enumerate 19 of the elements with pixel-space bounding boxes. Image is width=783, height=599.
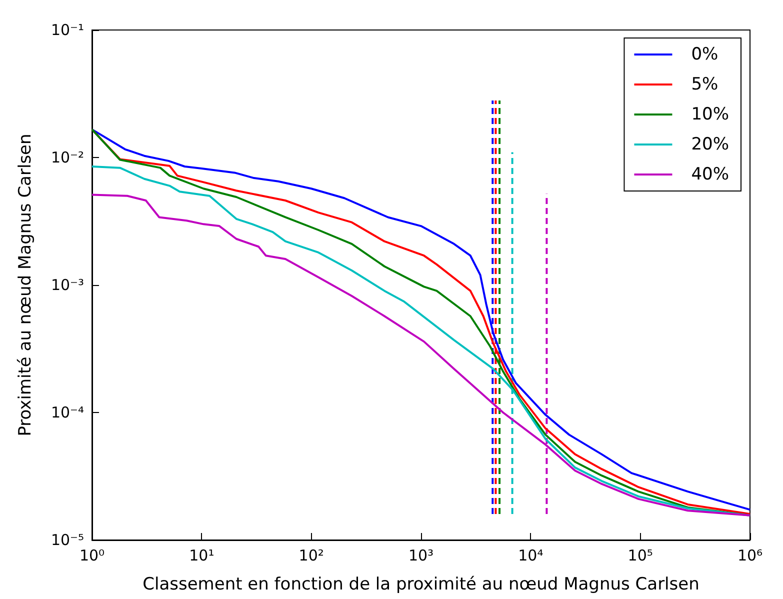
y-tick-label: 10⁻¹ bbox=[50, 21, 84, 39]
x-tick-label: 10⁰ bbox=[79, 546, 105, 564]
y-tick-label: 10⁻⁵ bbox=[50, 531, 84, 549]
legend-label: 5% bbox=[691, 74, 718, 94]
x-tick-label: 10² bbox=[298, 546, 324, 564]
x-tick-label: 10¹ bbox=[189, 546, 214, 564]
x-tick-label: 10⁶ bbox=[737, 546, 763, 564]
legend-label: 0% bbox=[691, 44, 718, 64]
legend-label: 20% bbox=[691, 134, 730, 154]
y-tick-label: 10⁻⁴ bbox=[50, 404, 84, 422]
y-tick-label: 10⁻² bbox=[50, 148, 84, 166]
legend-label: 10% bbox=[691, 104, 730, 124]
legend-label: 40% bbox=[691, 164, 730, 184]
y-tick-label: 10⁻³ bbox=[50, 276, 84, 294]
x-tick-label: 10⁴ bbox=[518, 546, 544, 564]
x-tick-label: 10³ bbox=[408, 546, 434, 564]
x-axis-title: Classement en fonction de la proximité au nœud Magnus Carlsen bbox=[142, 574, 700, 594]
y-axis-title: Proximité au nœud Magnus Carlsen bbox=[16, 134, 36, 436]
x-tick-label: 10⁵ bbox=[628, 546, 653, 564]
